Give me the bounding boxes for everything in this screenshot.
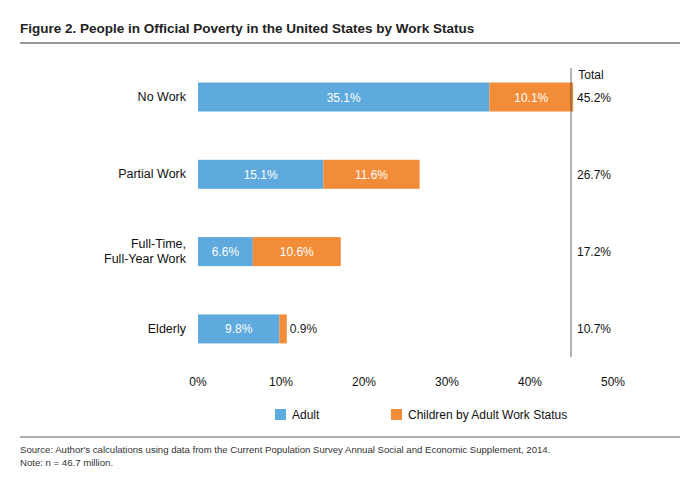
total-label: 45.2%: [577, 91, 611, 105]
source: Source: Author's calculations using data…: [20, 444, 550, 455]
legend-swatch: [275, 409, 286, 420]
data-labels: 35.1% 10.1% 15.1% 11.6% 6.6% 10.6% 9.8% 0.9%: [212, 91, 549, 337]
total-label: 26.7%: [577, 168, 611, 182]
bar-segment: [198, 314, 279, 343]
bar-segment: [279, 314, 286, 343]
category-label: Partial Work: [118, 167, 187, 181]
category-label-line: Full-Time,: [131, 237, 186, 251]
data-label: 0.9%: [290, 322, 318, 336]
category-label: Full-Time,Full-Year Work: [104, 237, 187, 266]
bar-segment: [198, 160, 323, 189]
footer-rule: [20, 437, 680, 438]
x-tick-label: 30%: [435, 375, 459, 389]
note: Note: n = 46.7 million.: [20, 457, 113, 468]
legend-swatch: [391, 409, 402, 420]
title-rule: [20, 43, 680, 44]
bar-segment: [323, 160, 419, 189]
data-label: 10.1%: [514, 91, 548, 105]
bar-segment: [198, 83, 489, 112]
bar-segment: [489, 83, 573, 112]
totals-header: Total: [578, 68, 603, 82]
category-label-line: Elderly: [148, 322, 187, 336]
x-tick-label: 20%: [352, 375, 376, 389]
category-label: Elderly: [148, 322, 187, 336]
total-label: 17.2%: [577, 245, 611, 259]
category-label-line: Full-Year Work: [104, 252, 187, 266]
x-tick-label: 50%: [601, 375, 625, 389]
bar-segment: [253, 237, 341, 266]
data-label: 15.1%: [244, 168, 278, 182]
bars: [198, 83, 573, 344]
legend-label: Children by Adult Work Status: [408, 408, 567, 422]
data-label: 6.6%: [212, 245, 240, 259]
category-label: No Work: [138, 90, 187, 104]
data-label: 9.8%: [225, 322, 253, 336]
x-tick-label: 0%: [189, 375, 207, 389]
x-tick-label: 40%: [518, 375, 542, 389]
category-label-line: No Work: [138, 90, 187, 104]
total-label: 10.7%: [577, 322, 611, 336]
data-label: 10.6%: [280, 245, 314, 259]
chart: Figure 2. People in Official Poverty in …: [0, 0, 696, 478]
totals-divider: [571, 68, 572, 357]
title: Figure 2. People in Official Poverty in …: [20, 21, 474, 36]
data-label: 11.6%: [355, 168, 388, 182]
category-label-line: Partial Work: [118, 167, 187, 181]
data-label: 35.1%: [327, 91, 361, 105]
bar-segment: [198, 237, 253, 266]
legend-label: Adult: [292, 408, 320, 422]
x-tick-label: 10%: [269, 375, 293, 389]
